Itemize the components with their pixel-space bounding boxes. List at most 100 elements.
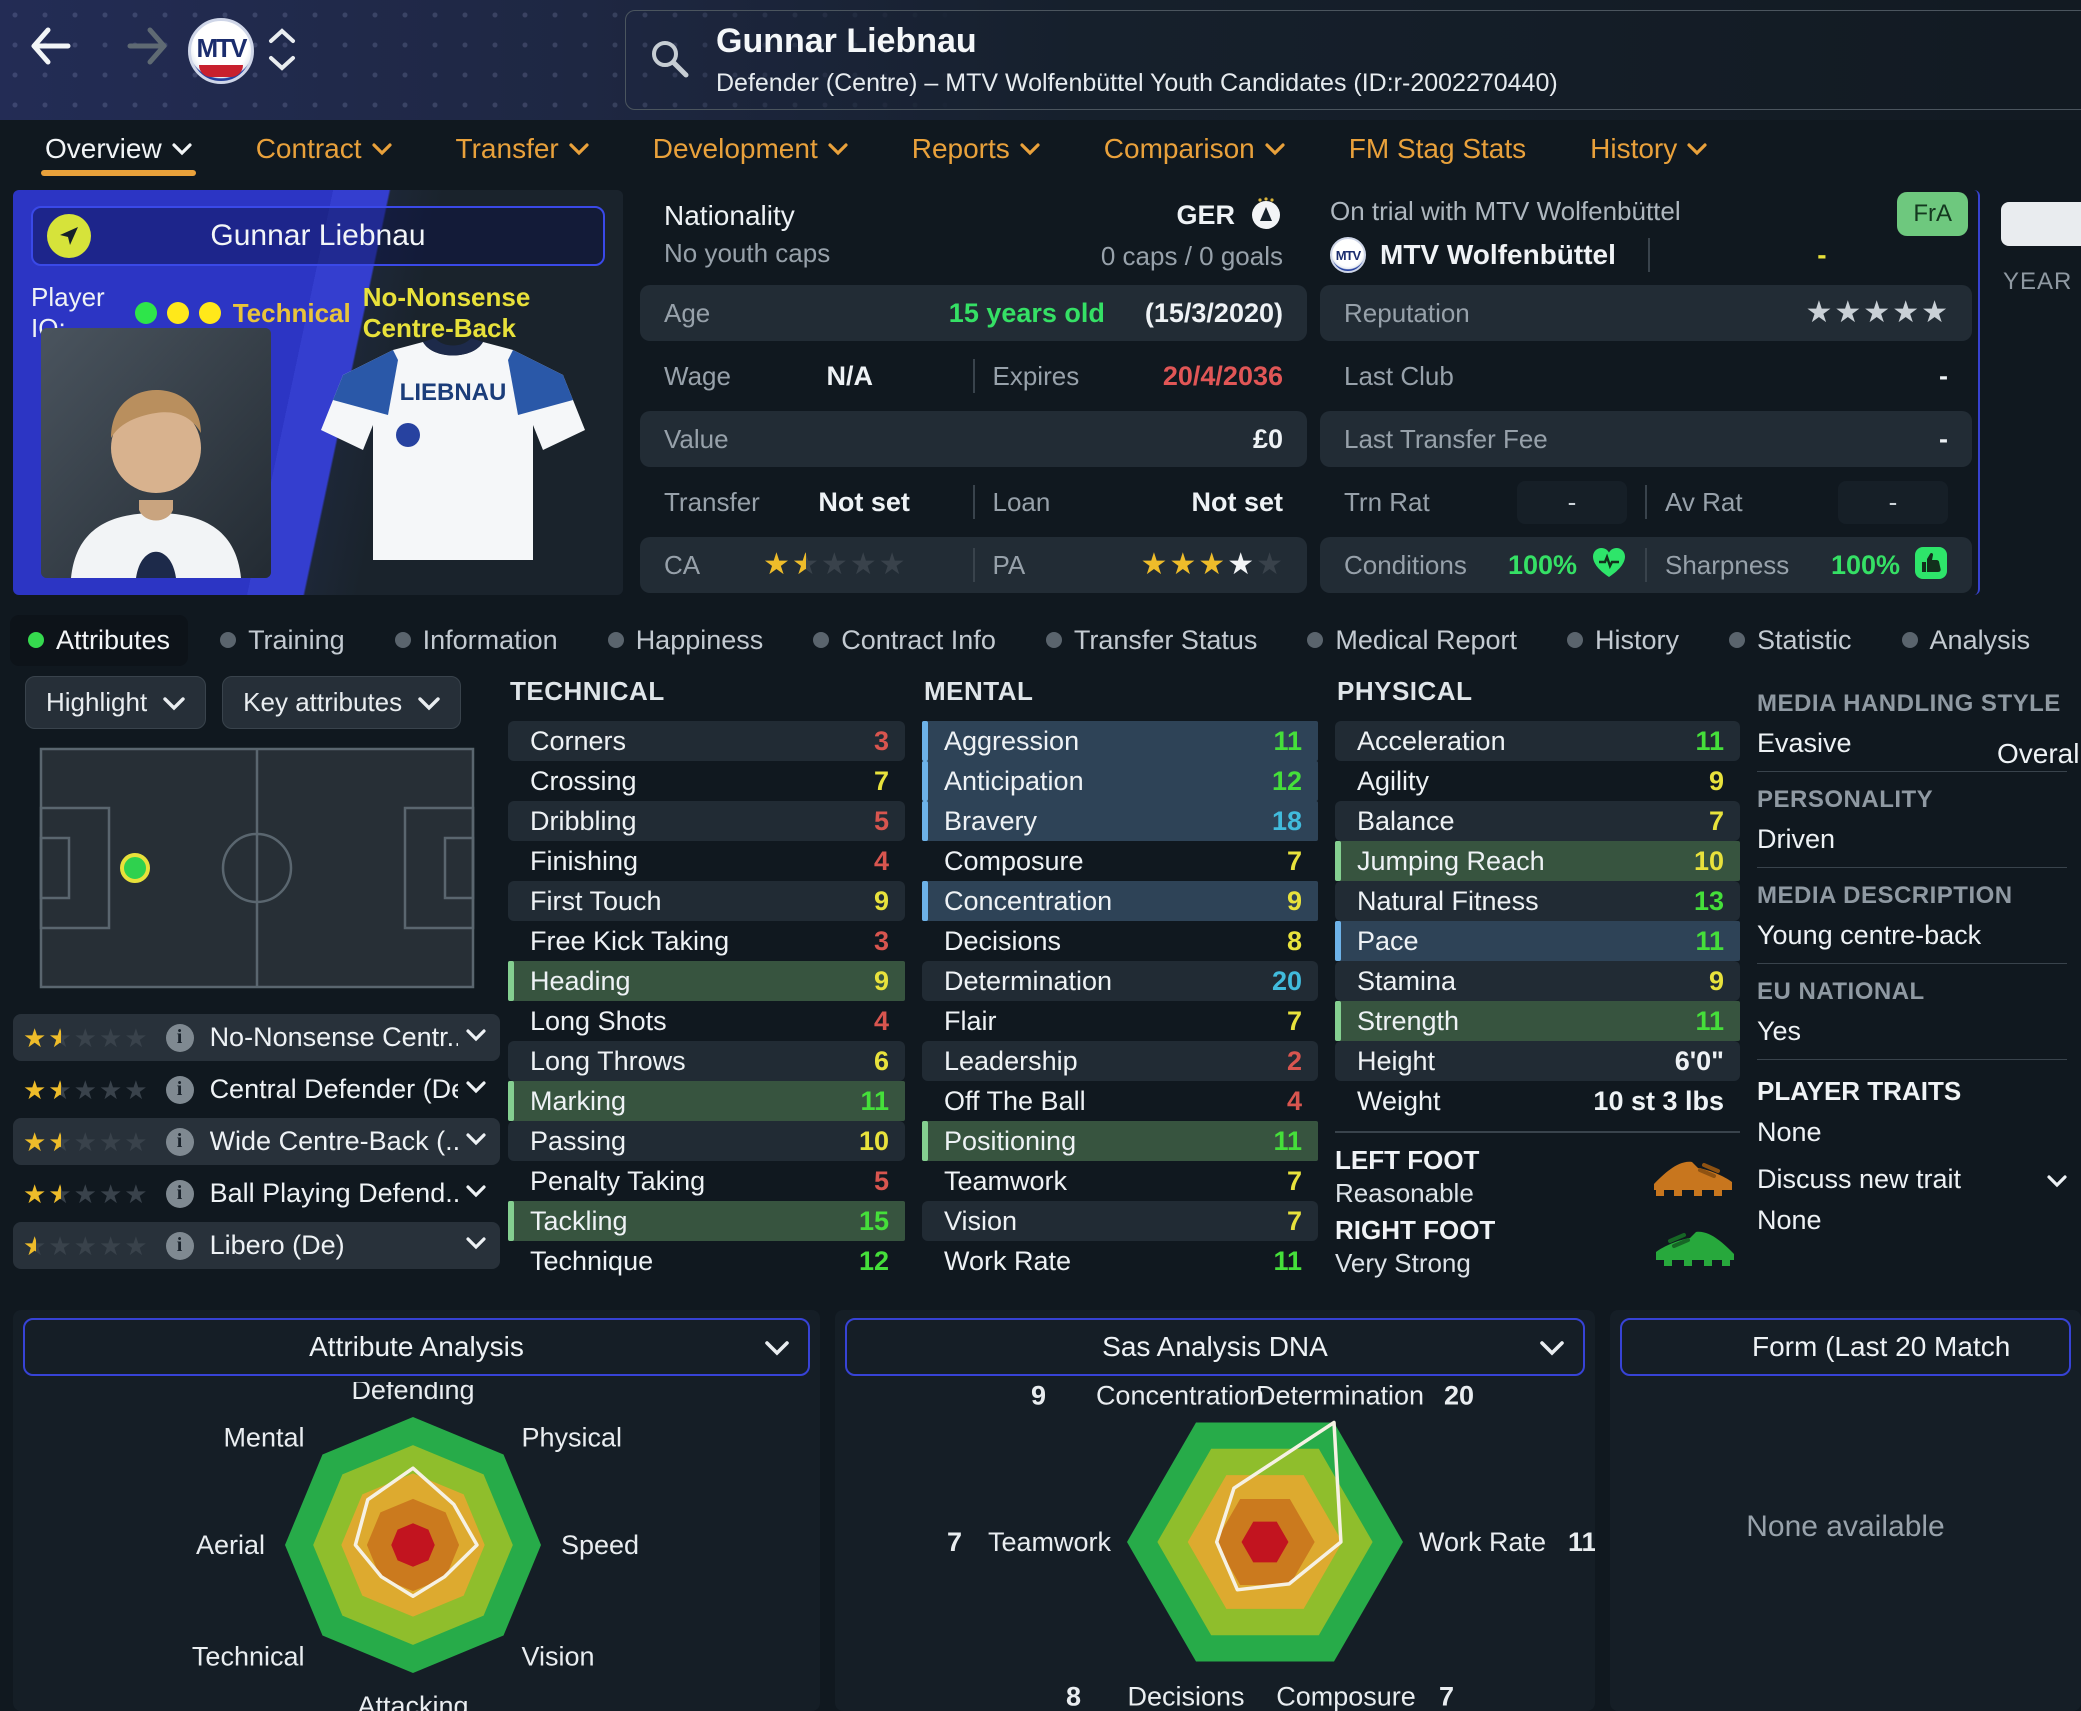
attribute-value: 12 [858,1245,889,1276]
subtab-happiness[interactable]: Happiness [590,615,782,666]
tab-transfer[interactable]: Transfer [456,120,589,178]
attribute-value: 7 [873,765,889,796]
attribute-name: Aggression [944,725,1080,756]
forward-arrow-icon[interactable] [124,26,170,66]
attribute-row-anticipation: Anticipation 12 [922,761,1318,801]
transfer-row: Transfer Not set Loan Not set [640,474,1307,530]
dna-analysis-dropdown[interactable]: Sas Analysis DNA [845,1318,1585,1376]
club-badge[interactable]: MTV [188,18,254,84]
chevron-up-icon[interactable] [268,28,296,49]
role-row-wide-centre-back[interactable]: ★ ★ ★ ★ ★ ★ i Wide Centre-Back (... [13,1118,500,1165]
tab-reports[interactable]: Reports [912,120,1040,178]
axis-label-technical: Technical [192,1642,305,1672]
info-icon[interactable]: i [165,1231,194,1260]
attribute-row-first-touch: First Touch 9 [508,881,905,921]
cutoff-button[interactable] [2001,202,2081,246]
role-stars: ★ ★ ★ ★ ★ ★ [23,1181,148,1207]
expires-label: Expires [992,360,1080,391]
subtab-training[interactable]: Training [202,615,363,666]
attribute-name: Teamwork [944,1165,1068,1196]
axis-value-work-rate: 11 [1568,1527,1595,1557]
attribute-value: 10 [1693,845,1724,876]
role-row-central-defender-de[interactable]: ★ ★ ★ ★ ★ ★ i Central Defender (De) [13,1066,500,1113]
subtab-medical-report[interactable]: Medical Report [1289,615,1535,666]
axis-label-attacking: Attacking [357,1691,468,1711]
back-arrow-icon[interactable] [28,26,74,66]
role-row-no-nonsense-centr[interactable]: ★ ★ ★ ★ ★ ★ i No-Nonsense Centr... [13,1014,500,1061]
attribute-name: Passing [530,1125,627,1156]
info-heading-personality: PERSONALITY [1757,786,1934,813]
info-icon[interactable]: i [165,1127,194,1156]
role-row-ball-playing-defend[interactable]: ★ ★ ★ ★ ★ ★ i Ball Playing Defend... [13,1170,500,1217]
subtab-analysis[interactable]: Analysis [1884,615,2049,666]
tab-development[interactable]: Development [653,120,848,178]
tab-dot-icon [1045,632,1062,648]
attribute-row-weight: Weight 10 st 3 lbs [1335,1081,1740,1121]
conditions-value: 100% [1507,549,1577,580]
player-iq-icon [47,214,91,258]
attribute-name: Decisions [944,925,1062,956]
left-foot-label: LEFT FOOT [1335,1145,1480,1175]
trn-rat-value: - [1517,480,1627,524]
player-iq-dots [134,302,221,324]
subtab-contract-info[interactable]: Contract Info [795,615,1014,666]
attribute-value: 4 [873,845,889,876]
trial-club-name[interactable]: MTV Wolfenbüttel [1380,239,1616,270]
info-value-media-description: Young centre-back [1757,920,1982,950]
attribute-row-strength: Strength 11 [1335,1001,1740,1041]
star-silver: ★ [1863,296,1891,329]
tab-contract[interactable]: Contract [256,120,392,178]
info-icon[interactable]: i [165,1179,194,1208]
subtab-statistic[interactable]: Statistic [1711,615,1870,666]
discuss-new-trait-button[interactable]: Discuss new trait [1757,1164,2067,1195]
nationality-sub: No youth caps [664,237,831,268]
potential-ability-stars: ★ ★ ★ ★ ★ [1140,550,1283,580]
attribute-value: 4 [873,1005,889,1036]
tab-history[interactable]: History [1590,120,1707,178]
subtab-transfer-status[interactable]: Transfer Status [1028,615,1276,666]
star-empty: ★ [124,1178,148,1209]
info-heading-eu-national: EU NATIONAL [1757,978,1925,1005]
attribute-value: 10 st 3 lbs [1593,1085,1724,1116]
attribute-row-technique: Technique 12 [508,1241,905,1281]
role-stars: ★ ★ ★ ★ ★ ★ [23,1025,148,1051]
key-attributes-dropdown[interactable]: Key attributes [222,676,462,729]
subtab-label: Contract Info [841,624,996,655]
chevron-down-icon[interactable] [268,55,296,76]
position-dot [120,853,150,883]
axis-label-decisions: Decisions [1127,1682,1244,1711]
details-card: Nationality No youth caps GER 0 caps / 0… [640,190,1307,595]
form-dropdown[interactable]: Form (Last 20 Match [1620,1318,2071,1376]
tab-overview[interactable]: Overview [41,120,196,178]
info-icon[interactable]: i [165,1075,194,1104]
attribute-name: Acceleration [1357,725,1506,756]
attribute-row-off-the-ball: Off The Ball 4 [922,1081,1318,1121]
subtab-information[interactable]: Information [377,615,576,666]
tab-comparison[interactable]: Comparison [1104,120,1285,178]
attribute-analysis-dropdown[interactable]: Attribute Analysis [23,1318,810,1376]
technical-header: TECHNICAL [510,676,665,706]
highlight-dropdown[interactable]: Highlight [25,676,207,729]
transfer-label: Transfer [664,486,760,517]
trial-club-badge[interactable]: MTV [1330,237,1366,273]
nationality-row: Nationality No youth caps GER 0 caps / 0… [640,190,1307,278]
attribute-row-tackling: Tackling 15 [508,1201,905,1241]
tab-dot-icon [220,632,237,648]
star-full: ★ [1198,548,1226,581]
star-empty: ★ [124,1022,148,1053]
dna-analysis-radar: Determination 20 Work Rate 11 Composure 7 Deci… [947,1382,1595,1711]
attribute-row-agility: Agility 9 [1335,761,1740,801]
left-boot-icon [1648,1150,1740,1205]
star-empty: ★ [820,548,848,581]
attribute-row-free-kick-taking: Free Kick Taking 3 [508,921,905,961]
role-row-libero-de[interactable]: ★ ★ ★ ★ ★ ★ i Libero (De) [13,1222,500,1269]
subtab-attributes[interactable]: Attributes [10,614,189,666]
info-icon[interactable]: i [165,1023,194,1052]
shirt-name-text: LIEBNAU [400,379,507,406]
subtab-history[interactable]: History [1549,615,1697,666]
attribute-name: Long Throws [530,1045,686,1076]
tab-fm-stag-stats[interactable]: FM Stag Stats [1349,120,1526,178]
axis-label-physical: Physical [522,1422,623,1452]
search-icon[interactable] [648,37,690,84]
club-badge-monogram: MTV [196,32,248,63]
